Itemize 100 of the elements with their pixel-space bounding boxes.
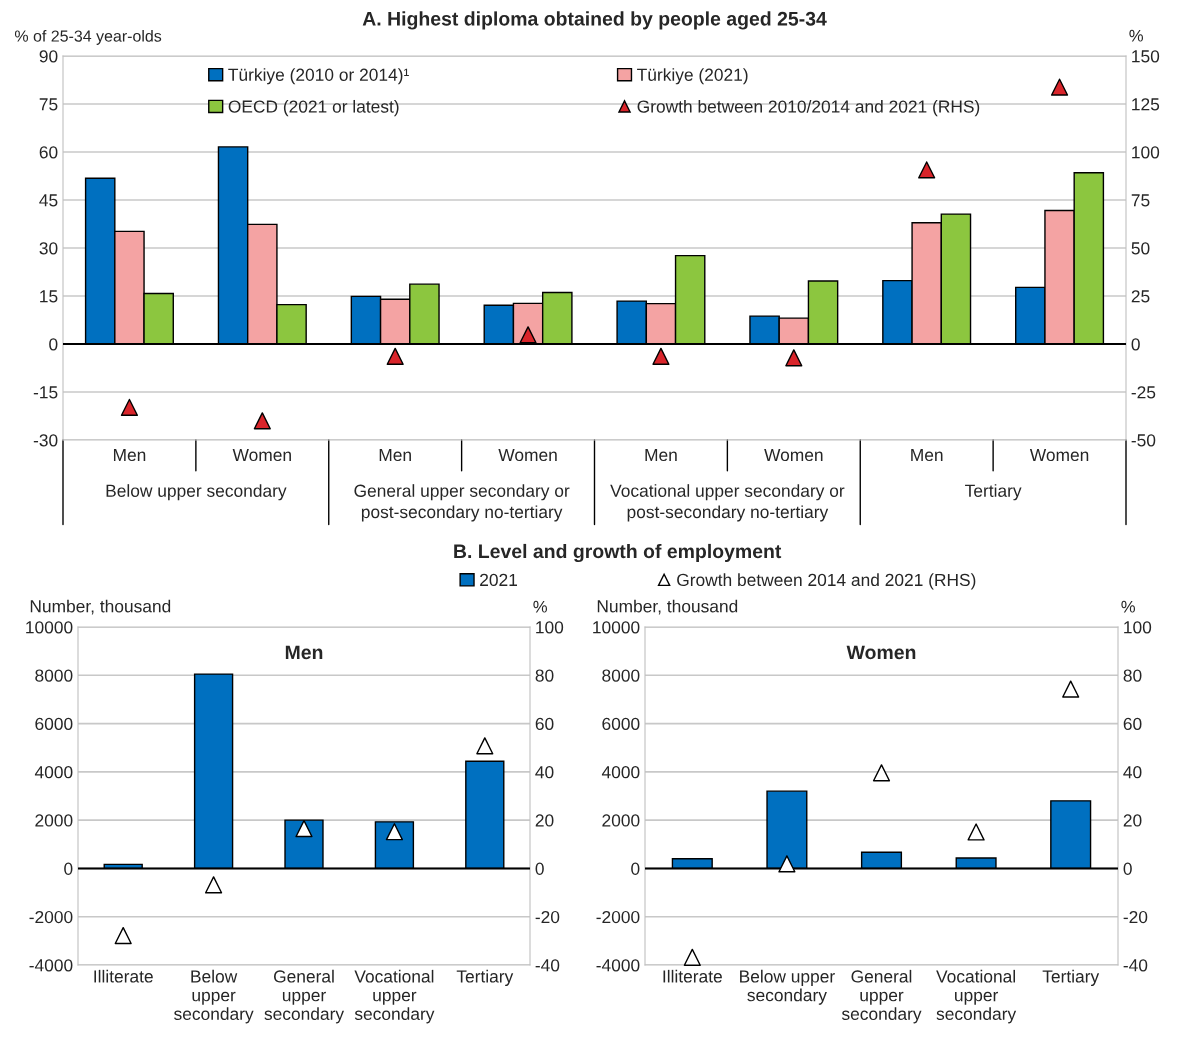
y2-tick-label: -40	[1123, 959, 1148, 972]
legend-label: Türkiye (2021)	[637, 68, 748, 85]
y-tick-label: 0	[49, 338, 58, 351]
y-axis-title: Number, thousand	[597, 599, 738, 615]
x-tick-label: Men	[911, 448, 943, 462]
x-tick-label: Vocational upper secondary	[354, 969, 435, 1024]
y-tick-label: 0	[631, 862, 640, 875]
y2-tick-label: -40	[535, 959, 560, 972]
legend-label: OECD (2021 or latest)	[228, 99, 399, 117]
y-tick-label: 10000	[593, 621, 640, 634]
text: B. Level and growth of employment	[454, 543, 782, 563]
y2-tick-label: 0	[1123, 862, 1132, 875]
text: Vocational upper secondary or post-secondary no-tertiary	[610, 484, 845, 522]
y2-tick-label: 60	[535, 717, 554, 731]
x-tick-label: Women	[232, 448, 291, 462]
y2-axis-title: %	[1121, 600, 1135, 613]
y2-tick-label: 20	[535, 814, 554, 827]
y2-tick-label: 25	[1131, 290, 1150, 303]
y2-axis-title: %	[1129, 29, 1143, 42]
x-tick-label: Illiterate	[94, 969, 153, 983]
point	[872, 764, 891, 782]
point	[120, 398, 139, 416]
text: Tertiary	[965, 484, 1022, 501]
x-tick-label: Men	[113, 448, 146, 462]
point	[519, 326, 537, 344]
y-tick-label: 10000	[26, 621, 73, 634]
y-tick-label: 75	[39, 98, 58, 111]
y-tick-label: 15	[40, 290, 58, 303]
y-tick-label: -2000	[29, 910, 73, 924]
y-tick-label: 8000	[602, 669, 640, 682]
legend-label: Growth between 2014 and 2021 (RHS)	[677, 573, 976, 590]
x-tick-label: Below upper secondary	[174, 969, 254, 1024]
y2-tick-label: 75	[1131, 194, 1150, 207]
legend-label: 2021	[480, 573, 517, 587]
y-tick-label: 4000	[34, 766, 73, 779]
y-tick-label: 6000	[35, 717, 73, 731]
point	[1050, 78, 1069, 96]
x-tick-label: Tertiary	[456, 969, 514, 987]
y2-tick-label: 150	[1132, 50, 1160, 63]
point	[114, 926, 132, 945]
point	[1062, 680, 1080, 698]
y2-axis-title: %	[533, 600, 547, 613]
y2-tick-label: 100	[1124, 621, 1152, 634]
y-tick-label: -4000	[596, 959, 640, 972]
y2-tick-label: 50	[1131, 242, 1150, 255]
y-tick-label: 45	[39, 194, 58, 207]
x-tick-label: Vocational upper secondary	[936, 969, 1017, 1024]
y-tick-label: 2000	[35, 814, 73, 827]
y-tick-label: -4000	[29, 959, 73, 972]
point	[918, 161, 936, 179]
x-tick-label: Women	[1029, 448, 1089, 462]
y-tick-label: 4000	[601, 766, 640, 779]
y-tick-label: -30	[33, 434, 58, 447]
y2-tick-label: -20	[1123, 910, 1148, 924]
text: Below upper secondary	[106, 484, 287, 501]
legend-label: Growth between 2010/2014 and 2021 (RHS)	[637, 99, 980, 117]
text: Men	[285, 645, 323, 660]
x-tick-label: General upper secondary	[841, 969, 922, 1024]
y2-tick-label: 20	[1123, 814, 1142, 827]
y2-tick-label: -25	[1131, 386, 1156, 399]
point	[295, 819, 313, 838]
text: General upper secondary or post-secondary no-tertiary	[354, 484, 570, 522]
point	[385, 823, 404, 841]
y2-tick-label: 80	[1123, 669, 1142, 682]
y-tick-label: 30	[39, 242, 58, 255]
x-tick-label: Women	[498, 448, 557, 462]
point	[683, 948, 701, 966]
y-tick-label: 0	[64, 862, 73, 875]
x-tick-label: Men	[645, 448, 677, 462]
point	[253, 412, 271, 430]
y-tick-label: 8000	[35, 669, 73, 682]
y2-tick-label: 100	[1132, 146, 1160, 159]
x-tick-label: Men	[379, 448, 411, 462]
chart-title: A. Highest diploma obtained by people aged 25-34	[362, 11, 827, 30]
point	[967, 823, 985, 841]
y2-tick-label: 80	[535, 669, 554, 682]
x-tick-label: Illiterate	[663, 969, 722, 983]
point	[386, 347, 404, 365]
x-tick-label: General upper secondary	[264, 969, 345, 1024]
y2-tick-label: 100	[536, 621, 564, 634]
y-tick-label: 2000	[602, 814, 640, 827]
y-tick-label: -2000	[596, 910, 640, 924]
y2-tick-label: 125	[1132, 98, 1160, 111]
y-tick-label: -15	[33, 386, 58, 399]
x-tick-label: Women	[764, 448, 823, 462]
x-tick-label: Below upper secondary	[740, 969, 835, 1005]
y-tick-label: 90	[39, 50, 58, 63]
x-tick-label: Tertiary	[1042, 969, 1100, 987]
point	[476, 737, 494, 755]
y2-tick-label: 0	[1131, 338, 1140, 351]
y2-tick-label: 40	[1123, 766, 1142, 779]
y2-tick-label: 60	[1123, 717, 1142, 731]
y-tick-label: 60	[39, 146, 58, 159]
y2-tick-label: 0	[535, 862, 544, 875]
y-tick-label: 6000	[602, 717, 640, 731]
point	[652, 347, 670, 365]
y2-tick-label: -50	[1131, 434, 1156, 447]
y2-tick-label: 40	[535, 766, 554, 779]
point	[204, 876, 223, 894]
y-axis-title: Number, thousand	[30, 599, 171, 615]
